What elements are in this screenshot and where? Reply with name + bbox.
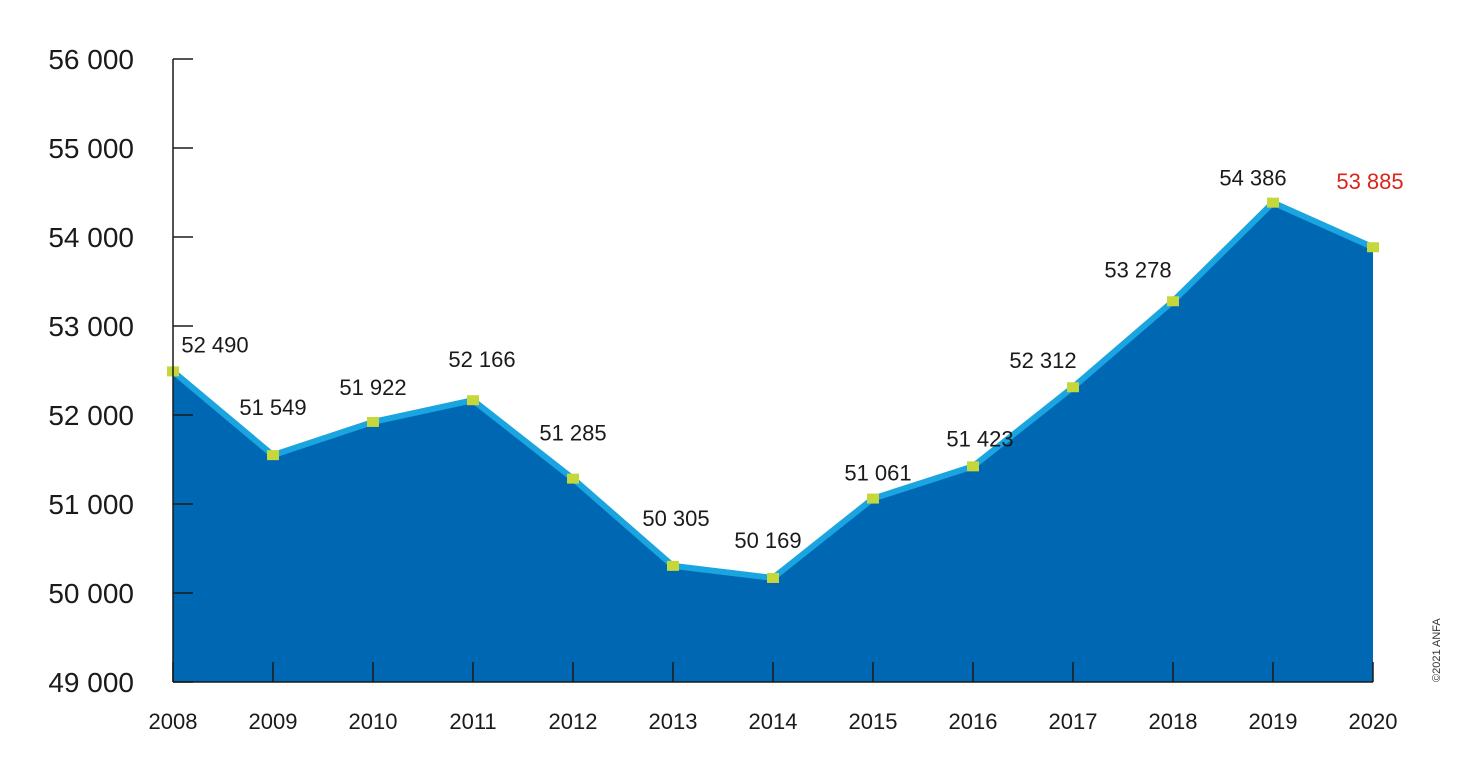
data-point-2020 xyxy=(1367,242,1379,253)
data-point-2014 xyxy=(767,572,779,583)
data-point-2015 xyxy=(867,493,879,504)
x-tick-label: 2014 xyxy=(749,709,798,734)
y-tick-label: 50 000 xyxy=(48,578,134,609)
data-point-2013 xyxy=(667,560,679,571)
x-tick-label: 2016 xyxy=(949,709,998,734)
copyright-credit: ©2021 ANFA xyxy=(1431,618,1443,682)
data-label-2017: 52 312 xyxy=(1009,348,1076,373)
data-point-2011 xyxy=(467,395,479,406)
data-label-2013: 50 305 xyxy=(642,506,709,531)
data-label-2010: 51 922 xyxy=(339,375,406,400)
data-point-2012 xyxy=(567,473,579,484)
y-tick-label: 49 000 xyxy=(48,667,134,698)
y-tick-label: 53 000 xyxy=(48,311,134,342)
x-axis-ticks: 2008 2009 2010 2011 2012 2013 2014 2015 2016 2017… xyxy=(149,662,1398,734)
data-point-2010 xyxy=(367,416,379,427)
data-label-2015: 51 061 xyxy=(844,461,911,486)
data-label-2019: 54 386 xyxy=(1219,166,1286,191)
data-point-2009 xyxy=(267,450,279,461)
x-tick-label: 2020 xyxy=(1349,709,1398,734)
data-label-2009: 51 549 xyxy=(239,395,306,420)
data-label-2014: 50 169 xyxy=(734,528,801,553)
y-tick-label: 52 000 xyxy=(48,400,134,431)
data-label-2011: 52 166 xyxy=(448,347,515,372)
x-tick-label: 2012 xyxy=(549,709,598,734)
data-label-2008: 52 490 xyxy=(181,332,248,357)
data-labels: 52 490 51 549 51 922 52 166 51 285 50 305 50 1… xyxy=(181,166,1403,553)
x-tick-label: 2017 xyxy=(1049,709,1098,734)
x-tick-label: 2013 xyxy=(649,709,698,734)
y-tick-label: 55 000 xyxy=(48,133,134,164)
x-tick-label: 2010 xyxy=(349,709,398,734)
data-label-2012: 51 285 xyxy=(539,421,606,446)
x-tick-label: 2018 xyxy=(1149,709,1198,734)
data-point-2019 xyxy=(1267,197,1279,208)
y-tick-label: 54 000 xyxy=(48,222,134,253)
data-label-2018: 53 278 xyxy=(1104,257,1171,282)
x-tick-label: 2009 xyxy=(249,709,298,734)
y-axis-ticks: 49 000 50 000 51 000 52 000 53 000 54 000 55 0… xyxy=(48,44,193,698)
y-tick-label: 56 000 xyxy=(48,44,134,75)
data-point-2016 xyxy=(967,461,979,472)
y-tick-label: 51 000 xyxy=(48,489,134,520)
data-point-2018 xyxy=(1167,296,1179,307)
x-tick-label: 2011 xyxy=(449,709,496,734)
x-tick-label: 2008 xyxy=(149,709,198,734)
x-tick-label: 2015 xyxy=(849,709,898,734)
area-fill xyxy=(173,202,1373,682)
data-label-2020: 53 885 xyxy=(1336,169,1403,194)
x-tick-label: 2019 xyxy=(1249,709,1298,734)
data-point-2017 xyxy=(1067,382,1079,393)
plot-area xyxy=(167,197,1379,682)
data-label-2016: 51 423 xyxy=(946,426,1013,451)
